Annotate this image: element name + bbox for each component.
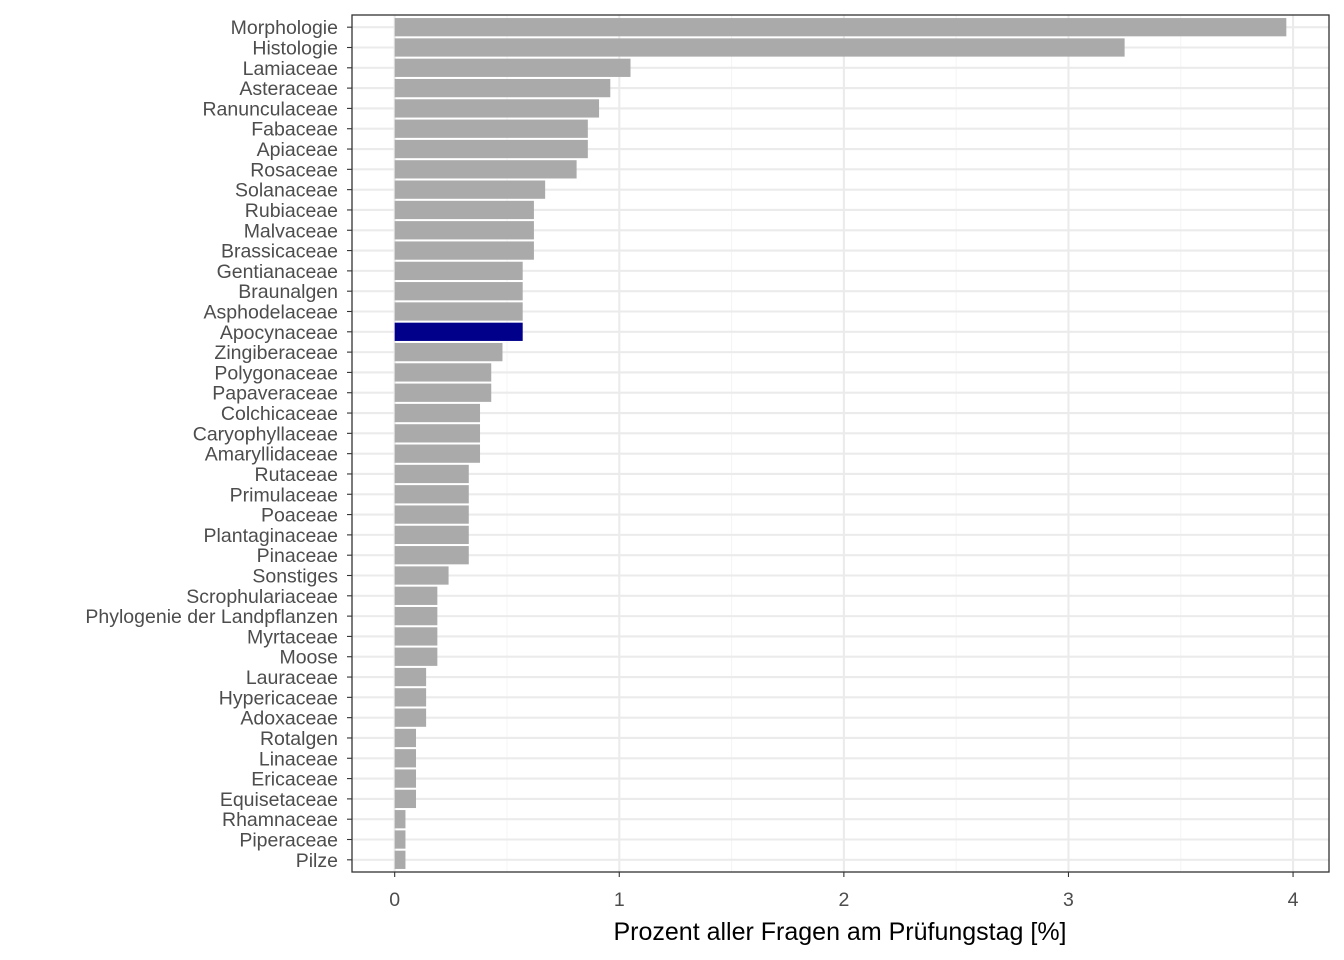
x-tick-label: 1: [614, 889, 625, 911]
bar: [394, 830, 406, 849]
y-tick-label: Morphologie: [231, 17, 338, 39]
bar: [394, 139, 588, 159]
bar: [394, 606, 438, 626]
y-tick-label: Gentianaceae: [217, 261, 338, 283]
bar: [394, 78, 611, 98]
bar: [394, 342, 503, 362]
y-tick-label: Phylogenie der Landpflanzen: [85, 606, 338, 628]
bar: [394, 38, 1125, 57]
y-tick-label: Ranunculaceae: [202, 98, 338, 120]
y-tick-label: Rosaceae: [250, 159, 338, 181]
y-tick-label: Solanaceae: [235, 180, 338, 202]
y-tick-label: Ericaceae: [251, 769, 338, 791]
y-tick-label: Asphodelaceae: [204, 301, 338, 323]
y-tick-label: Colchicaceae: [221, 403, 338, 425]
y-tick-label: Linaceae: [259, 748, 338, 770]
bar: [394, 769, 417, 788]
y-tick-label: Zingiberaceae: [214, 342, 338, 364]
bar: [394, 282, 523, 301]
bar: [394, 363, 492, 382]
y-tick-label: Equisetaceae: [220, 789, 338, 811]
bar: [394, 850, 406, 869]
bar: [394, 688, 427, 707]
y-tick-label: Poaceae: [261, 505, 338, 527]
y-tick-label: Scrophulariaceae: [186, 586, 338, 608]
y-tick-label: Asteraceae: [239, 78, 338, 100]
x-axis: 0 1 2 3 4: [389, 872, 1299, 911]
y-tick-label: Primulaceae: [230, 484, 338, 506]
y-tick-label: Caryophyllaceae: [193, 423, 338, 445]
bar: [394, 810, 406, 829]
y-tick-label: Hypericaceae: [219, 687, 338, 709]
bar: [394, 708, 427, 727]
y-tick-label: Papaveraceae: [212, 383, 338, 405]
bars: [394, 18, 1287, 869]
bar: [394, 221, 534, 240]
x-tick-label: 0: [389, 889, 400, 911]
y-tick-label: Sonstiges: [252, 566, 338, 588]
bar: [394, 160, 577, 179]
x-axis-title: Prozent aller Fragen am Prüfungstag [%]: [613, 918, 1066, 946]
bar: [394, 546, 469, 565]
bar: [394, 728, 417, 748]
y-tick-label: Fabaceae: [251, 119, 338, 141]
bar: [394, 119, 588, 138]
x-tick-label: 3: [1063, 889, 1074, 911]
y-tick-label: Adoxaceae: [240, 708, 338, 730]
y-tick-label: Rutaceae: [255, 464, 338, 486]
bar: [394, 18, 1287, 37]
bar: [394, 322, 523, 341]
y-tick-label: Histologie: [252, 37, 338, 59]
y-tick-label: Rhamnaceae: [222, 809, 338, 831]
bar: [394, 261, 523, 281]
bar: [394, 99, 600, 118]
y-axis: MorphologieHistologieLamiaceaeAsteraceae…: [85, 17, 352, 872]
y-tick-label: Malvaceae: [244, 220, 338, 242]
bar: [394, 749, 417, 768]
bar: [394, 424, 481, 443]
plot-panel-border: [351, 14, 1330, 873]
y-tick-label: Lamiaceae: [243, 58, 338, 80]
bar: [394, 180, 546, 199]
bar: [394, 200, 534, 220]
bar: [394, 627, 438, 646]
y-tick-label: Piperaceae: [239, 830, 338, 852]
y-tick-label: Pilze: [296, 850, 338, 872]
y-tick-label: Plantaginaceae: [204, 525, 338, 547]
y-tick-label: Rubiaceae: [245, 200, 338, 222]
bar: [394, 302, 523, 321]
y-tick-label: Brassicaceae: [221, 241, 338, 263]
x-tick-label: 2: [838, 889, 849, 911]
bar: [394, 647, 438, 666]
bar: [394, 525, 469, 545]
y-tick-label: Polygonaceae: [214, 362, 338, 384]
y-tick-label: Apocynaceae: [220, 322, 338, 344]
bar: [394, 464, 469, 484]
bar: [394, 383, 492, 402]
x-tick-label: 4: [1288, 889, 1299, 911]
y-tick-label: Myrtaceae: [247, 626, 338, 648]
y-tick-label: Pinaceae: [257, 545, 338, 567]
bar: [394, 505, 469, 524]
y-tick-label: Amaryllidaceae: [205, 444, 338, 466]
bar: [394, 586, 438, 605]
bar: [394, 667, 427, 687]
y-tick-label: Rotalgen: [260, 728, 338, 750]
bar: [394, 789, 417, 809]
bar: [394, 485, 469, 504]
bar: [394, 241, 534, 260]
y-tick-label: Braunalgen: [238, 281, 338, 303]
y-tick-label: Lauraceae: [246, 667, 338, 689]
bar: [394, 444, 481, 463]
y-tick-label: Moose: [279, 647, 338, 669]
bar: [394, 58, 631, 77]
y-tick-label: Apiaceae: [257, 139, 338, 161]
bar: [394, 566, 449, 585]
bar: [394, 403, 481, 423]
